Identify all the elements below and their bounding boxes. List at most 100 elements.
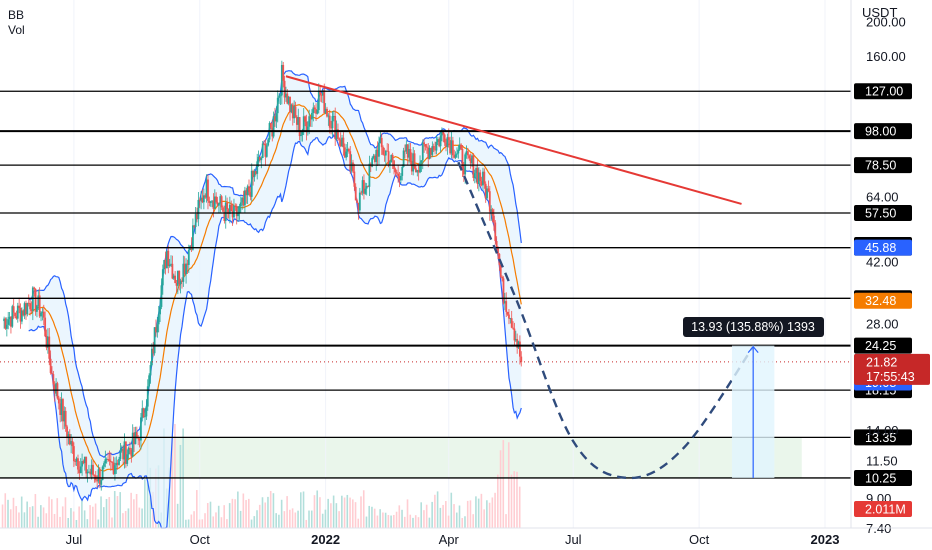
volume-bar: [223, 505, 225, 528]
candle-body: [376, 149, 379, 157]
candle-body: [72, 446, 75, 462]
volume-bar: [291, 508, 294, 528]
candle-body: [311, 112, 313, 120]
candle-body: [383, 154, 386, 156]
candle-body: [291, 104, 294, 119]
candle-body: [233, 205, 235, 218]
volume-bar: [102, 507, 105, 528]
candle-body: [93, 474, 96, 476]
volume-bar: [362, 490, 365, 528]
volume-bar: [382, 512, 384, 528]
candle-body: [29, 303, 31, 310]
candle-body: [276, 97, 279, 114]
drawings[interactable]: 13.93 (135.88%) 1393: [285, 75, 824, 480]
candle-body: [449, 140, 452, 154]
candle-body: [52, 374, 55, 385]
volume-bar: [31, 506, 34, 528]
volume-tag-label: 2.011M: [865, 503, 906, 517]
candle-body: [167, 250, 170, 266]
volume-bar: [250, 519, 253, 528]
volume-bar: [64, 497, 67, 528]
level-label: 10.25: [865, 471, 896, 485]
volume-bar: [122, 513, 124, 528]
candle-body: [122, 448, 125, 460]
candle-body: [115, 462, 118, 466]
volume-bar: [37, 516, 39, 528]
candle-body: [373, 155, 376, 162]
volume-bar: [9, 509, 12, 528]
candle-body: [36, 305, 38, 312]
candle-body: [114, 465, 116, 475]
candle-body: [483, 171, 486, 184]
volume-bar: [133, 499, 135, 528]
candle-body: [140, 417, 142, 441]
time-axis[interactable]: Jul Oct 2022 Apr Jul Oct 2023: [0, 527, 932, 547]
volume-bar: [346, 494, 349, 528]
volume-bar: [237, 491, 239, 528]
candle-body: [406, 144, 409, 158]
volume-bar: [217, 505, 220, 528]
legend-volume[interactable]: Vol: [8, 23, 25, 37]
resistance-trendline[interactable]: [285, 75, 742, 205]
volume-bar: [343, 497, 346, 528]
legend-indicator[interactable]: BB: [8, 8, 25, 22]
candle-body: [112, 462, 115, 475]
candle-body: [223, 211, 226, 221]
volume-bar: [111, 517, 113, 528]
candle-body: [472, 155, 475, 178]
candle-body: [244, 190, 246, 206]
candle-body: [212, 200, 215, 209]
candle-body: [339, 139, 342, 147]
volume-bar: [461, 518, 464, 528]
candle-body: [513, 328, 516, 341]
projection-path[interactable]: [457, 161, 755, 480]
candle-body: [286, 93, 289, 104]
candle-body: [283, 80, 286, 98]
candle-body: [78, 469, 81, 474]
current-price-tag: [854, 353, 930, 385]
candle-body: [506, 311, 509, 315]
candle-body: [477, 172, 480, 185]
candle-body: [321, 90, 324, 96]
candle-body: [365, 186, 368, 189]
candle-body: [64, 410, 67, 427]
volume-bar: [116, 496, 119, 528]
volume-bar: [89, 505, 91, 528]
volume-bar: [319, 497, 321, 528]
volume-bar: [141, 508, 143, 528]
candle-body: [330, 127, 332, 129]
candle-body: [269, 123, 272, 128]
candle-body: [196, 213, 198, 220]
candle-body: [341, 137, 343, 147]
candle-body: [397, 173, 400, 177]
volume-bar: [185, 519, 187, 528]
volume-bar: [256, 510, 258, 528]
candle-body: [81, 461, 83, 467]
candle-body: [475, 168, 478, 174]
candle-body: [68, 434, 71, 445]
candle-body: [92, 464, 94, 475]
measure-label: 13.93 (135.88%) 1393: [691, 320, 815, 334]
level-label: 78.50: [865, 159, 896, 173]
candle-body: [423, 142, 426, 145]
volume-bar: [393, 514, 395, 528]
candle-body: [399, 175, 402, 181]
candle-body: [168, 264, 171, 266]
candle-body: [18, 305, 21, 309]
volume-bar: [248, 498, 250, 528]
candle-body: [104, 459, 107, 464]
candle-body: [129, 447, 131, 450]
volume-bar: [420, 502, 422, 528]
volume-bar: [231, 498, 234, 528]
candle-body: [278, 95, 281, 98]
candle-body: [379, 137, 382, 144]
candle-body: [245, 190, 248, 196]
candle-body: [215, 196, 218, 203]
volume-bar: [349, 497, 351, 528]
volume-bar: [365, 516, 368, 528]
candle-body: [218, 203, 220, 206]
candle-body: [186, 263, 189, 265]
candle-body: [378, 143, 380, 157]
candle-body: [202, 195, 205, 203]
